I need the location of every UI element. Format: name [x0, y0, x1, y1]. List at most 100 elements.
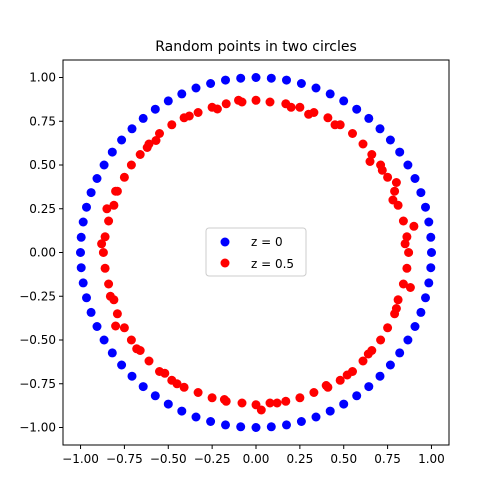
point-z05 — [111, 321, 121, 331]
point-z05 — [97, 239, 107, 249]
point-z05 — [398, 279, 408, 289]
point-z05 — [184, 111, 194, 121]
point-z0 — [311, 83, 321, 93]
point-z0 — [403, 160, 413, 170]
point-z0 — [364, 113, 374, 123]
point-z05 — [330, 120, 340, 130]
point-z0 — [421, 202, 430, 212]
point-z05 — [402, 232, 412, 242]
point-z05 — [295, 102, 305, 112]
point-z05 — [323, 113, 333, 123]
point-z05 — [321, 381, 331, 390]
legend: z = 0 z = 0.5 — [205, 227, 307, 277]
point-z0 — [266, 73, 276, 83]
y-tick-label: −0.75 — [19, 377, 56, 391]
point-z0 — [92, 174, 102, 183]
x-tick-label: −0.75 — [106, 452, 143, 466]
point-z0 — [150, 104, 160, 114]
point-z0 — [416, 307, 426, 317]
point-z0 — [236, 73, 246, 83]
x-tick-label: −1.00 — [62, 452, 99, 466]
point-z0 — [352, 104, 362, 114]
legend-box — [205, 227, 307, 277]
point-z0 — [282, 75, 291, 85]
point-z0 — [410, 174, 420, 183]
point-z0 — [251, 423, 261, 432]
point-z0 — [296, 79, 306, 88]
point-z05 — [109, 200, 119, 210]
point-z05 — [358, 356, 368, 366]
point-z05 — [281, 396, 291, 406]
point-z0 — [163, 96, 173, 106]
y-tick-label: 0.25 — [29, 202, 56, 216]
point-z05 — [272, 398, 282, 408]
point-z05 — [383, 323, 393, 333]
point-z0 — [82, 293, 91, 303]
point-z05 — [256, 405, 266, 415]
point-z05 — [105, 291, 115, 301]
point-z05 — [234, 95, 243, 105]
x-tick-label: 0.00 — [243, 452, 270, 466]
x-tick-label: 0.75 — [374, 452, 401, 466]
point-z05 — [251, 95, 261, 105]
x-tick-label: 0.25 — [287, 452, 314, 466]
point-z0 — [76, 248, 85, 257]
point-z0 — [421, 293, 430, 303]
y-tick-label: 0.50 — [29, 158, 56, 172]
point-z0 — [426, 232, 436, 242]
point-z05 — [388, 195, 398, 205]
point-z05 — [155, 129, 164, 138]
point-z05 — [104, 216, 114, 226]
point-z05 — [102, 204, 112, 214]
point-z05 — [391, 304, 401, 313]
x-tick-label: 0.50 — [330, 452, 357, 466]
point-z05 — [286, 102, 296, 112]
y-tick-label: 0.00 — [29, 246, 56, 260]
x-axis: −1.00 −0.75 −0.50 −0.25 0.00 0.25 0.50 0.75 1.00 — [62, 445, 445, 466]
point-z05 — [142, 143, 152, 152]
point-z05 — [212, 104, 222, 114]
point-z05 — [144, 356, 154, 366]
chart-title: Random points in two circles — [155, 39, 357, 55]
point-z05 — [393, 295, 403, 305]
point-z05 — [391, 178, 401, 187]
point-z05 — [135, 150, 145, 159]
point-z05 — [400, 239, 410, 249]
y-tick-label: 0.75 — [29, 114, 56, 128]
point-z0 — [339, 96, 349, 106]
point-z0 — [191, 412, 201, 422]
point-z0 — [82, 202, 91, 212]
point-z0 — [325, 406, 335, 416]
x-tick-label: −0.25 — [194, 452, 231, 466]
point-z05 — [237, 398, 247, 408]
point-z0 — [403, 335, 413, 345]
point-z0 — [427, 248, 436, 257]
point-z0 — [426, 263, 436, 273]
x-tick-label: −0.50 — [150, 452, 187, 466]
point-z0 — [311, 412, 321, 422]
point-z05 — [160, 368, 170, 378]
point-z0 — [163, 399, 173, 409]
point-z05 — [132, 344, 142, 354]
legend-label-z0: z = 0 — [251, 235, 283, 249]
point-z05 — [193, 108, 203, 117]
point-z0 — [251, 73, 261, 82]
point-z0 — [177, 406, 187, 416]
y-tick-label: −0.50 — [19, 333, 56, 347]
y-tick-label: −0.25 — [19, 289, 56, 303]
point-z05 — [348, 129, 357, 138]
point-z0 — [424, 278, 434, 288]
point-z05 — [309, 388, 319, 397]
point-z05 — [265, 398, 275, 408]
point-z05 — [304, 109, 314, 119]
point-z0 — [424, 217, 434, 227]
point-z0 — [78, 278, 88, 288]
point-z05 — [151, 136, 161, 145]
point-z0 — [206, 417, 216, 426]
point-z0 — [150, 391, 160, 401]
point-z05 — [409, 221, 419, 231]
point-z05 — [179, 382, 189, 392]
point-z05 — [221, 99, 231, 109]
point-z0 — [107, 147, 117, 157]
point-z0 — [375, 124, 385, 134]
